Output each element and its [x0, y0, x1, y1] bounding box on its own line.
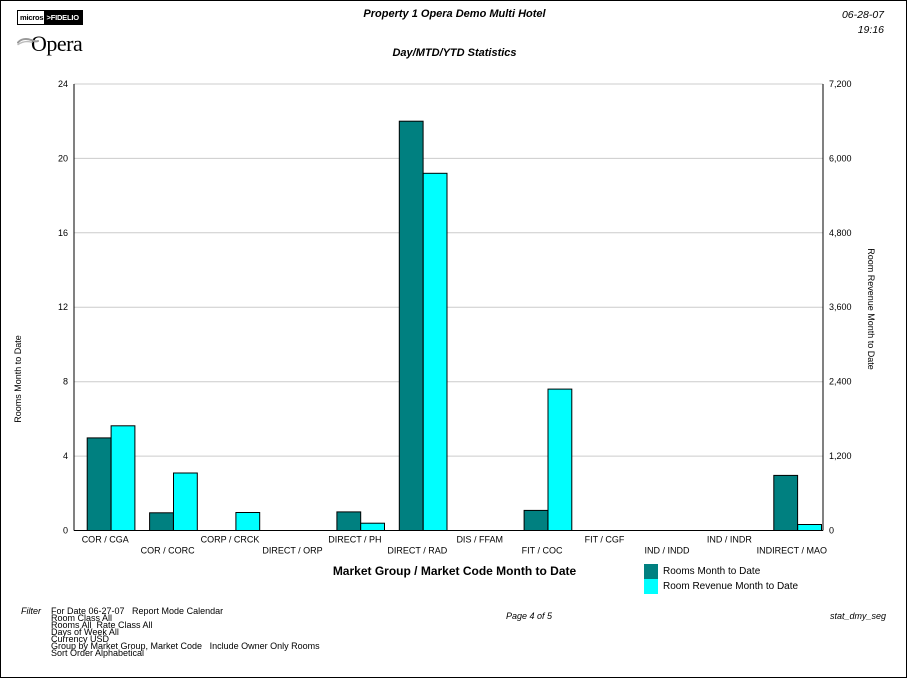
svg-text:1,200: 1,200: [829, 451, 852, 461]
svg-text:8: 8: [63, 377, 68, 387]
svg-text:16: 16: [58, 228, 68, 238]
svg-text:24: 24: [58, 79, 68, 89]
svg-text:0: 0: [829, 526, 834, 536]
svg-text:IND / INDR: IND / INDR: [707, 535, 753, 545]
svg-text:3,600: 3,600: [829, 302, 852, 312]
svg-text:4: 4: [63, 451, 68, 461]
svg-text:DIRECT / RAD: DIRECT / RAD: [387, 546, 447, 556]
svg-text:INDIRECT / MAO: INDIRECT / MAO: [757, 546, 827, 556]
svg-text:6,000: 6,000: [829, 153, 852, 163]
svg-text:DIRECT / ORP: DIRECT / ORP: [262, 546, 322, 556]
svg-text:DIS / FFAM: DIS / FFAM: [456, 535, 503, 545]
svg-text:0: 0: [63, 526, 68, 536]
svg-text:20: 20: [58, 153, 68, 163]
svg-text:FIT / CGF: FIT / CGF: [585, 535, 625, 545]
svg-text:COR / CORC: COR / CORC: [141, 546, 196, 556]
svg-text:7,200: 7,200: [829, 79, 852, 89]
svg-text:IND / INDD: IND / INDD: [645, 546, 691, 556]
svg-text:COR / CGA: COR / CGA: [82, 535, 129, 545]
svg-text:Rooms Month to Date: Rooms Month to Date: [13, 335, 23, 423]
svg-text:CORP / CRCK: CORP / CRCK: [201, 535, 260, 545]
svg-text:DIRECT / PH: DIRECT / PH: [328, 535, 381, 545]
svg-text:Room Revenue Month to Date: Room Revenue Month to Date: [866, 248, 876, 370]
svg-text:FIT / COC: FIT / COC: [522, 546, 563, 556]
svg-text:4,800: 4,800: [829, 228, 852, 238]
svg-text:2,400: 2,400: [829, 377, 852, 387]
svg-text:12: 12: [58, 302, 68, 312]
